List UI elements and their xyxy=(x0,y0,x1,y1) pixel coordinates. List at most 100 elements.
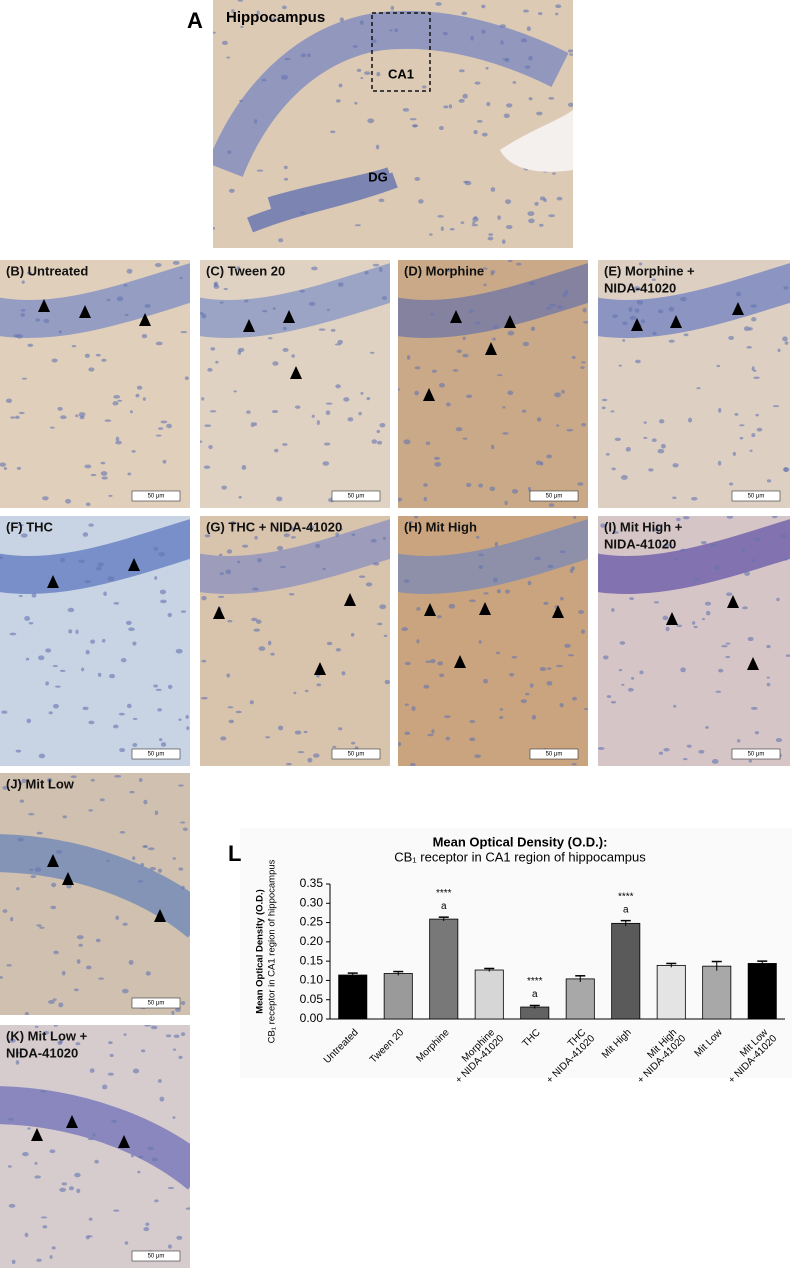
panel-label: (J) Mit Low xyxy=(6,776,75,791)
cell xyxy=(138,778,143,782)
micrograph xyxy=(398,516,588,766)
scale-bar xyxy=(529,490,579,502)
cell xyxy=(572,696,578,701)
cell xyxy=(478,640,482,644)
cell-layer xyxy=(213,10,569,178)
cell xyxy=(8,1203,16,1208)
cell xyxy=(490,272,494,276)
cell xyxy=(20,533,28,538)
cell xyxy=(448,104,453,109)
cell xyxy=(776,597,780,602)
cell xyxy=(231,9,235,13)
cell xyxy=(304,689,309,693)
cell xyxy=(507,390,514,396)
cell xyxy=(87,1138,94,1141)
cell xyxy=(376,71,381,77)
cell xyxy=(107,576,115,582)
cell xyxy=(167,1244,172,1249)
cell xyxy=(13,334,19,338)
cell xyxy=(528,55,533,61)
cell xyxy=(299,289,306,293)
cell xyxy=(167,1186,175,1190)
cell xyxy=(100,471,108,476)
cell xyxy=(425,441,431,446)
cell xyxy=(446,268,453,272)
cell xyxy=(60,415,67,420)
error-bar xyxy=(757,960,768,966)
cell xyxy=(468,599,476,603)
error-bar xyxy=(438,916,449,922)
cell xyxy=(375,144,380,150)
cell xyxy=(276,545,284,551)
y-axis-label: Mean Optical Density (O.D.) xyxy=(255,889,266,1014)
cell xyxy=(412,124,419,128)
panel-title: Hippocampus xyxy=(226,9,325,26)
cell xyxy=(289,526,294,531)
cell xyxy=(474,754,481,759)
cell xyxy=(504,589,511,594)
cell xyxy=(539,196,546,201)
cell xyxy=(680,667,686,673)
cell xyxy=(444,715,451,719)
cell-layer xyxy=(0,834,190,938)
cell xyxy=(379,267,383,272)
bar xyxy=(338,974,368,1020)
cell xyxy=(88,720,95,725)
cell xyxy=(404,703,409,706)
cell xyxy=(376,429,381,434)
cell xyxy=(783,286,789,290)
cell xyxy=(1,710,8,714)
cell xyxy=(17,837,24,842)
cell xyxy=(88,367,95,372)
cell xyxy=(76,935,84,940)
cell xyxy=(668,306,675,312)
cell xyxy=(181,885,185,890)
y-tick-label: 0.15 xyxy=(300,953,324,967)
cell xyxy=(571,355,576,359)
cell xyxy=(465,482,472,488)
cell xyxy=(90,473,97,477)
cell xyxy=(416,639,420,644)
cell xyxy=(494,541,499,547)
cell xyxy=(445,736,450,741)
cell xyxy=(492,577,498,583)
cell xyxy=(356,68,362,72)
cell xyxy=(61,1182,68,1186)
cell xyxy=(771,516,778,519)
cell xyxy=(338,727,343,731)
cell xyxy=(323,442,331,446)
cell xyxy=(227,150,232,154)
cell xyxy=(566,428,574,432)
cell xyxy=(184,376,189,380)
chart-subtitle: CB₁ receptor in CA1 region of hippocampu… xyxy=(394,849,646,864)
cell xyxy=(124,313,129,317)
cell xyxy=(668,339,675,343)
cell xyxy=(377,622,383,626)
cell xyxy=(738,424,745,427)
cell xyxy=(200,696,208,700)
cell xyxy=(9,1038,16,1043)
cell xyxy=(165,1034,172,1038)
cell xyxy=(307,757,313,763)
cell xyxy=(159,1096,165,1102)
cell xyxy=(173,1034,180,1038)
cell xyxy=(172,857,176,860)
cell xyxy=(58,330,62,334)
cell xyxy=(610,701,617,704)
arrowhead xyxy=(47,575,59,588)
cell xyxy=(28,813,35,816)
cell xyxy=(462,353,469,358)
cell xyxy=(2,909,8,913)
cell xyxy=(128,627,135,631)
cell xyxy=(24,615,31,621)
cell xyxy=(281,5,287,10)
cell xyxy=(226,549,233,554)
cell xyxy=(555,664,563,668)
cell xyxy=(21,778,27,784)
cell xyxy=(306,53,311,58)
cell xyxy=(154,263,162,268)
cell xyxy=(483,678,488,684)
cell xyxy=(78,943,83,947)
cell xyxy=(115,915,120,920)
cell xyxy=(539,666,547,672)
